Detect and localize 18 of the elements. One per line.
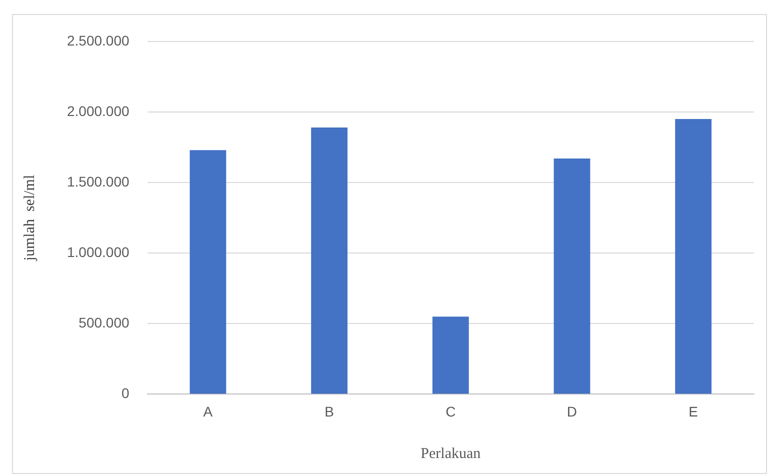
x-tick-label: A bbox=[203, 403, 214, 420]
bar bbox=[554, 158, 590, 394]
x-tick-label: E bbox=[688, 403, 698, 420]
x-tick-label: B bbox=[324, 403, 334, 420]
x-tick-label: D bbox=[566, 403, 578, 420]
bar bbox=[432, 316, 469, 394]
y-tick-label: 2.000.000 bbox=[66, 102, 130, 119]
y-tick-label: 0 bbox=[121, 385, 130, 402]
bar bbox=[675, 119, 712, 394]
bar bbox=[190, 150, 226, 394]
y-tick-label: 2.500.000 bbox=[66, 32, 130, 48]
y-tick-label: 500.000 bbox=[78, 314, 130, 330]
y-tick-label: 1.000.000 bbox=[66, 244, 130, 260]
y-axis-title: jumlah sel/ml bbox=[22, 174, 38, 262]
x-axis-title: Perlakuan bbox=[420, 446, 482, 462]
bar bbox=[311, 127, 348, 394]
y-tick-label: 1.500.000 bbox=[66, 173, 130, 190]
x-tick-label: C bbox=[446, 403, 456, 420]
